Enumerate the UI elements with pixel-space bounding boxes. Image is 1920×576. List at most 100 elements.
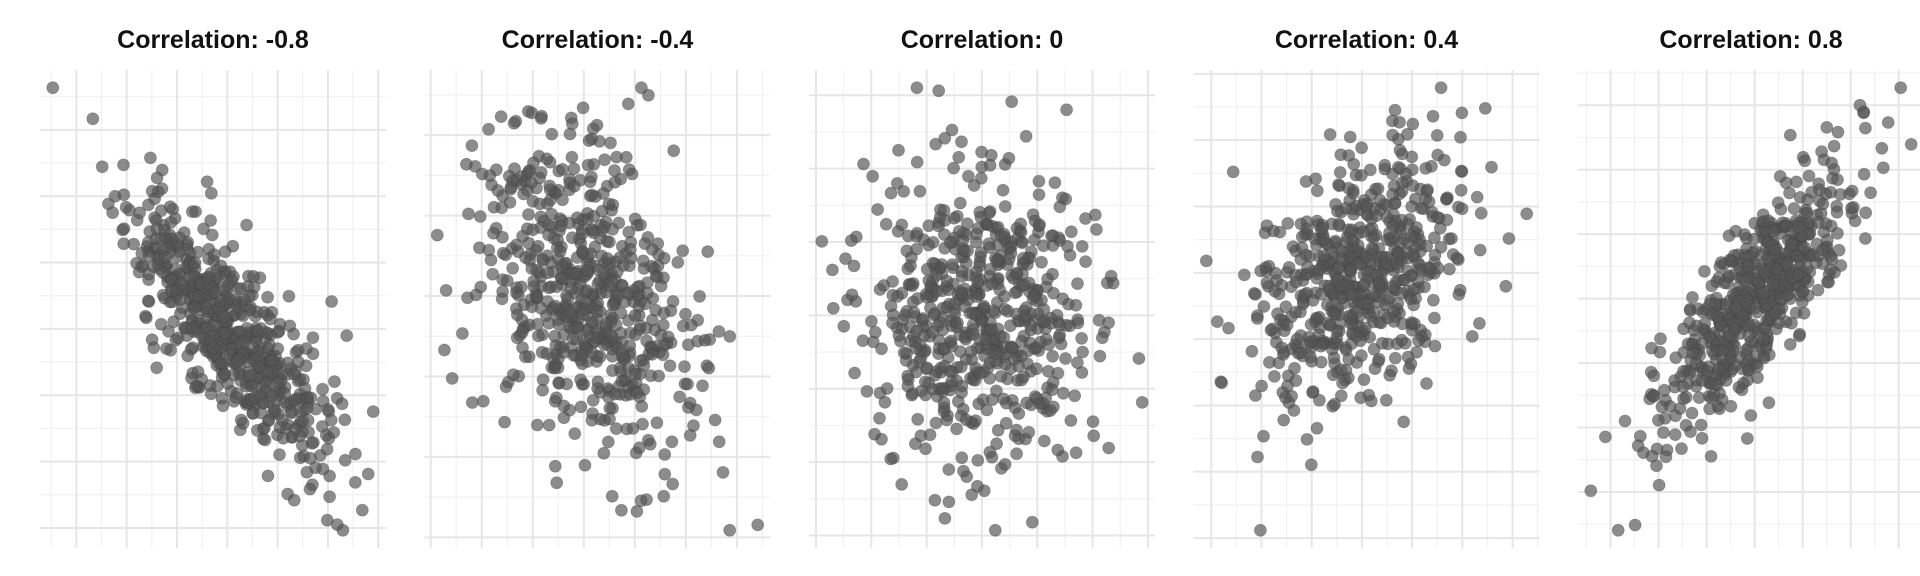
data-point — [551, 361, 565, 375]
data-point — [961, 244, 975, 258]
data-point — [988, 523, 1002, 537]
data-point — [1845, 184, 1859, 198]
data-point — [1611, 523, 1625, 537]
data-point — [1811, 283, 1825, 297]
data-point — [1046, 349, 1059, 363]
data-point — [633, 441, 646, 455]
data-point — [1443, 262, 1456, 276]
data-point — [1087, 429, 1101, 443]
data-point — [1279, 300, 1293, 314]
data-point — [143, 225, 157, 238]
data-point — [630, 386, 644, 400]
data-point — [901, 229, 915, 243]
data-point — [522, 208, 535, 221]
data-point — [1051, 443, 1065, 457]
data-point — [282, 289, 296, 303]
data-point — [1392, 160, 1405, 174]
data-point — [217, 326, 231, 340]
data-point — [826, 263, 839, 277]
data-point — [1395, 333, 1408, 347]
data-point — [857, 157, 870, 171]
data-point — [484, 253, 498, 267]
data-point — [991, 423, 1005, 437]
data-point — [1020, 396, 1033, 410]
data-point — [1657, 426, 1670, 440]
data-point — [656, 348, 670, 362]
data-point — [516, 229, 529, 243]
data-point — [871, 203, 884, 216]
data-point — [316, 382, 329, 396]
data-point — [1354, 391, 1368, 405]
data-point — [206, 341, 220, 355]
data-point — [336, 523, 350, 537]
data-point — [1584, 484, 1598, 498]
data-point — [997, 330, 1011, 344]
data-point — [919, 442, 932, 456]
data-point — [1401, 127, 1414, 141]
data-point — [288, 393, 301, 407]
data-point — [1313, 393, 1326, 407]
data-point — [1401, 350, 1415, 364]
data-point — [1247, 286, 1261, 300]
data-point — [751, 518, 765, 532]
data-point — [328, 375, 341, 389]
data-point — [1053, 200, 1067, 214]
data-point — [1064, 225, 1078, 239]
data-point — [1356, 225, 1370, 239]
data-point — [1249, 389, 1262, 402]
data-point — [252, 360, 266, 374]
data-point — [205, 228, 219, 242]
data-point — [574, 373, 587, 387]
data-point — [942, 495, 956, 509]
data-point — [615, 374, 629, 388]
data-point — [527, 156, 540, 170]
data-point — [929, 416, 943, 430]
data-point — [1314, 339, 1328, 353]
data-point — [1791, 267, 1805, 281]
data-point — [678, 360, 691, 374]
data-point — [1044, 404, 1057, 417]
panel-title: Correlation: 0.4 — [1275, 26, 1458, 54]
data-point — [708, 413, 722, 427]
data-point — [1758, 266, 1772, 280]
data-point — [599, 285, 613, 299]
data-point — [188, 301, 202, 314]
data-point — [254, 406, 268, 420]
data-point — [271, 342, 285, 356]
data-point — [1393, 115, 1406, 129]
data-point — [162, 324, 176, 338]
data-point — [897, 184, 911, 198]
data-point — [1454, 130, 1467, 144]
data-point — [938, 342, 951, 356]
data-point — [200, 175, 214, 189]
data-point — [1004, 246, 1018, 260]
data-point — [553, 245, 567, 258]
data-point — [327, 425, 341, 439]
data-point — [1350, 329, 1363, 343]
data-point — [1052, 331, 1066, 345]
data-point — [932, 84, 946, 98]
data-point — [348, 475, 362, 489]
data-point — [348, 447, 362, 461]
data-point — [1222, 321, 1235, 335]
data-point — [945, 258, 959, 272]
data-point — [1071, 356, 1084, 370]
data-point — [971, 275, 985, 289]
data-point — [1006, 341, 1019, 355]
data-point — [576, 101, 590, 115]
data-point — [860, 384, 874, 398]
data-point — [950, 422, 963, 436]
data-point — [338, 453, 352, 467]
data-point — [590, 331, 604, 345]
data-point — [340, 329, 354, 343]
data-point — [1336, 376, 1349, 390]
data-point — [1824, 219, 1838, 233]
data-point — [975, 145, 988, 159]
data-point — [1069, 446, 1083, 460]
data-point — [117, 158, 130, 172]
data-point — [650, 416, 664, 430]
data-point — [1691, 302, 1705, 316]
data-point — [1351, 239, 1365, 253]
data-point — [938, 359, 951, 373]
data-point — [1334, 253, 1348, 267]
